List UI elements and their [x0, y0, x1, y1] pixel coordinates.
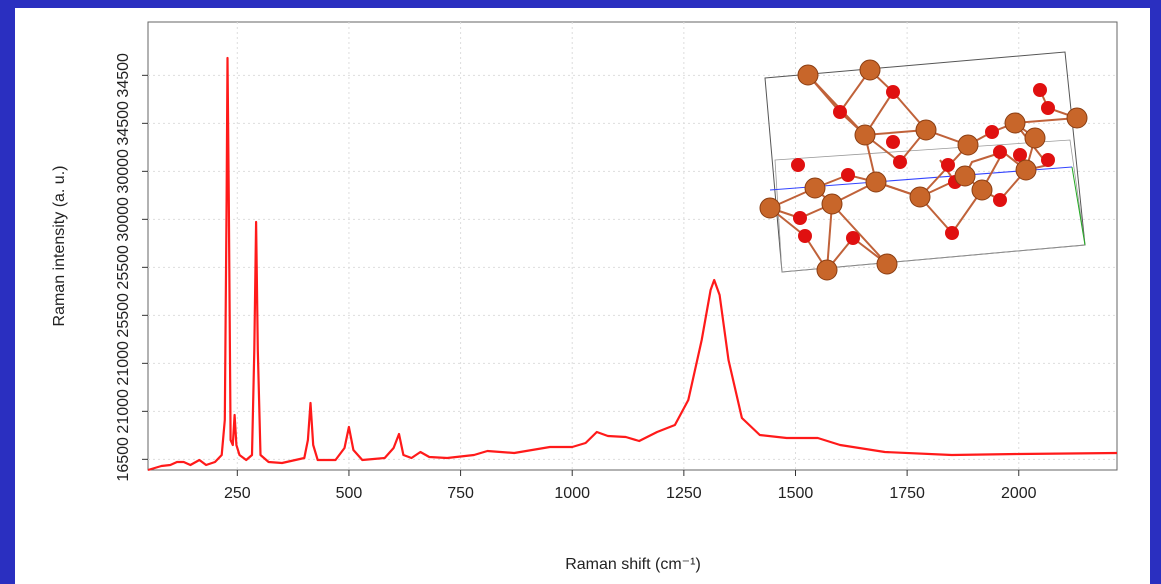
x-tick-label: 1250 [666, 485, 702, 502]
x-tick-label: 1000 [554, 485, 590, 502]
y-tick-label: 21000 [115, 389, 132, 434]
x-tick-label: 750 [447, 485, 474, 502]
x-tick-label: 1500 [778, 485, 814, 502]
y-tick-label: 25500 [115, 245, 132, 290]
y-tick-label: 34500 [115, 101, 132, 146]
chart: Raman shift (cm⁻¹) Raman intensity (a. u… [0, 0, 1161, 584]
y-tick-label: 34500 [115, 53, 132, 98]
y-tick-label: 25500 [115, 293, 132, 338]
y-tick-label: 16500 [115, 437, 132, 482]
x-tick-label: 1750 [889, 485, 925, 502]
y-tick-label: 30000 [115, 149, 132, 194]
y-tick-label: 30000 [115, 197, 132, 242]
x-tick-label: 250 [224, 485, 251, 502]
page: {"chart_data": {"type": "line", "xlabel"… [0, 0, 1161, 584]
y-tick-label: 21000 [115, 341, 132, 386]
y-axis-label: Raman intensity (a. u.) [51, 166, 68, 327]
x-tick-label: 2000 [1001, 485, 1037, 502]
x-tick-label: 500 [336, 485, 363, 502]
x-axis-label: Raman shift (cm⁻¹) [565, 556, 701, 573]
